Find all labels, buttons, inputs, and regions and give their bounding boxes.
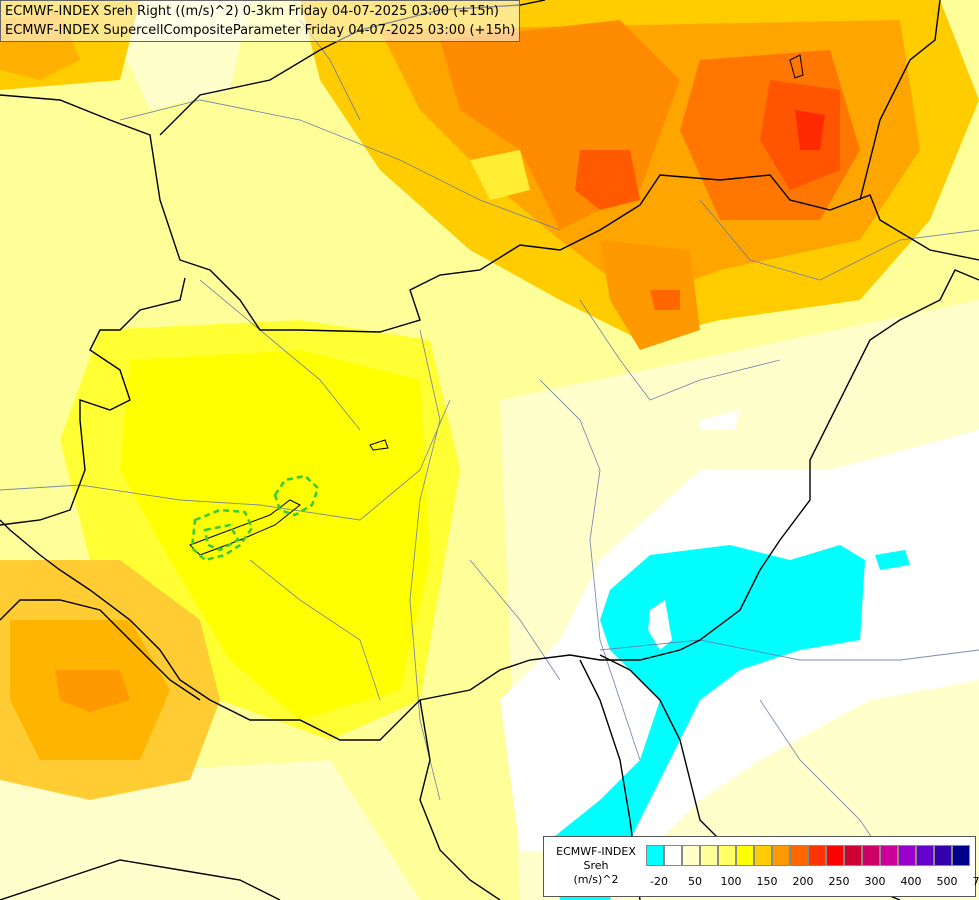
- scp-contours: [190, 474, 320, 562]
- legend-title-model: ECMWF-INDEX: [556, 845, 636, 858]
- legend-color-box: [862, 845, 880, 866]
- legend-color-box: [808, 845, 826, 866]
- legend-title-unit: (m/s)^2: [573, 873, 619, 886]
- legend-color-box: [700, 845, 718, 866]
- header-line-scp: ECMWF-INDEX SupercellCompositeParameter …: [5, 23, 516, 38]
- legend-color-box: [718, 845, 736, 866]
- legend-tick-label: 500: [936, 875, 958, 888]
- legend-tick-label: 150: [756, 875, 778, 888]
- legend-color-box: [736, 845, 754, 866]
- legend-color-box: [772, 845, 790, 866]
- legend-tick-label: 250: [828, 875, 850, 888]
- legend-color-box: [880, 845, 898, 866]
- rivers: [0, 19, 979, 881]
- legend-tick-label: 200: [792, 875, 814, 888]
- legend-color-box: [844, 845, 862, 866]
- legend-color-boxes: [646, 845, 970, 866]
- legend-color-box: [826, 845, 844, 866]
- legend-title: ECMWF-INDEX Sreh (m/s)^2: [548, 845, 644, 887]
- legend-tick-label: 700: [972, 875, 979, 888]
- legend-title-param: Sreh: [583, 859, 609, 872]
- legend-color-box: [898, 845, 916, 866]
- legend-color-box: [664, 845, 682, 866]
- legend-tick-label: -20: [650, 875, 668, 888]
- map-header: ECMWF-INDEX Sreh Right ((m/s)^2) 0-3km F…: [0, 0, 520, 42]
- legend-color-box: [682, 845, 700, 866]
- legend-tick-labels: -20 50 100 150 200 250 300 400 500 700: [646, 875, 979, 889]
- legend-color-box: [646, 845, 664, 866]
- legend-color-box: [916, 845, 934, 866]
- color-legend: ECMWF-INDEX Sreh (m/s)^2 -20 50 100 150 200 2…: [543, 836, 979, 897]
- legend-color-box: [934, 845, 952, 866]
- lakes: [189, 54, 804, 556]
- header-line-sreh: ECMWF-INDEX Sreh Right ((m/s)^2) 0-3km F…: [5, 4, 499, 19]
- legend-color-box: [790, 845, 808, 866]
- legend-tick-label: 400: [900, 875, 922, 888]
- legend-color-box: [754, 845, 772, 866]
- legend-color-box: [952, 845, 970, 866]
- legend-tick-label: 300: [864, 875, 886, 888]
- legend-tick-label: 100: [720, 875, 742, 888]
- legend-tick-label: 50: [688, 875, 702, 888]
